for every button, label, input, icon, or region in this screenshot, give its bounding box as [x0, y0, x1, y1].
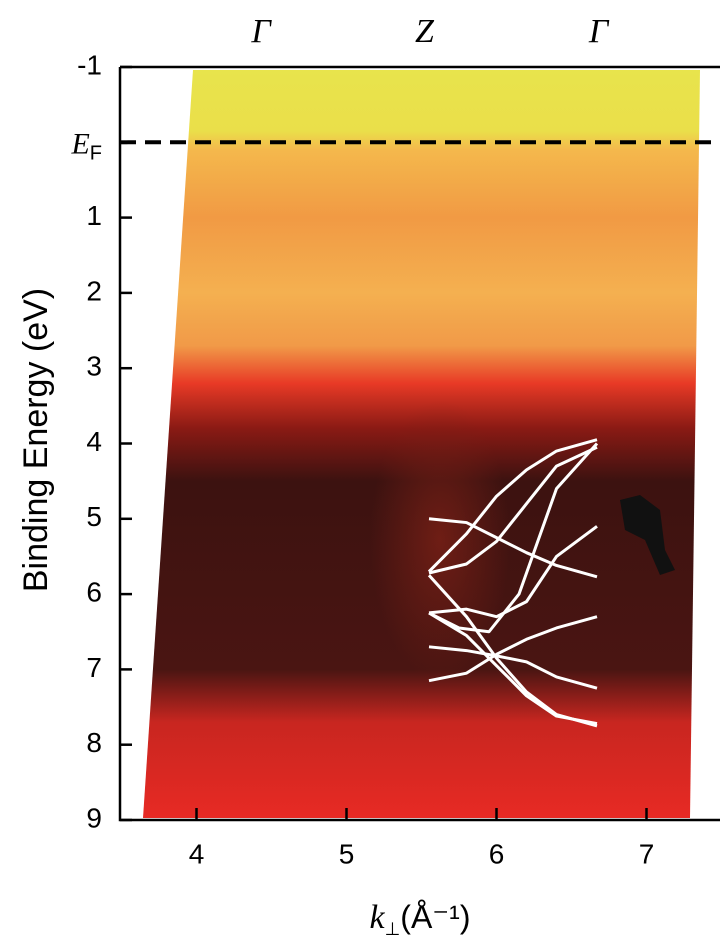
symmetry-point-label: Γ [588, 13, 610, 50]
symmetry-point-label: Z [415, 13, 435, 50]
plot-area [427, 438, 599, 728]
band-line [428, 615, 598, 683]
y-axis-label: Binding Energy (eV) [17, 288, 55, 592]
symmetry-point-label: Γ [250, 13, 272, 50]
y-tick-label: 9 [86, 802, 102, 833]
x-axis-label: k⊥(Å⁻¹) [370, 899, 471, 939]
x-tick-label: 6 [489, 838, 505, 869]
band-line [427, 438, 598, 573]
y-tick-label: 7 [86, 652, 102, 683]
fermi-symbol: E [70, 127, 89, 160]
x-tick-label: 7 [639, 838, 655, 869]
y-tick-label: 5 [86, 501, 102, 532]
y-tick-label: 1 [86, 200, 102, 231]
y-tick-label: 2 [86, 275, 102, 306]
y-tick-label: 6 [86, 576, 102, 607]
y-tick-label: 3 [86, 351, 102, 382]
x-tick-label: 5 [339, 838, 355, 869]
band-line [428, 442, 599, 634]
band-line [428, 611, 598, 726]
y-tick-label: 4 [86, 426, 102, 457]
fermi-subscript: F [90, 143, 102, 165]
intensity-feature [370, 400, 510, 680]
y-tick-label: -1 [77, 49, 102, 80]
band-line [428, 517, 598, 579]
x-label-unit: (Å⁻¹) [400, 899, 470, 935]
x-label-subscript: ⊥ [385, 919, 401, 939]
band-line [428, 645, 598, 690]
intensity-feature [620, 495, 675, 575]
x-tick-label: 4 [189, 838, 205, 869]
fermi-level-label: EF [70, 127, 102, 164]
band-line [428, 445, 598, 575]
y-tick-label: 8 [86, 727, 102, 758]
x-label-symbol: k [370, 899, 386, 936]
